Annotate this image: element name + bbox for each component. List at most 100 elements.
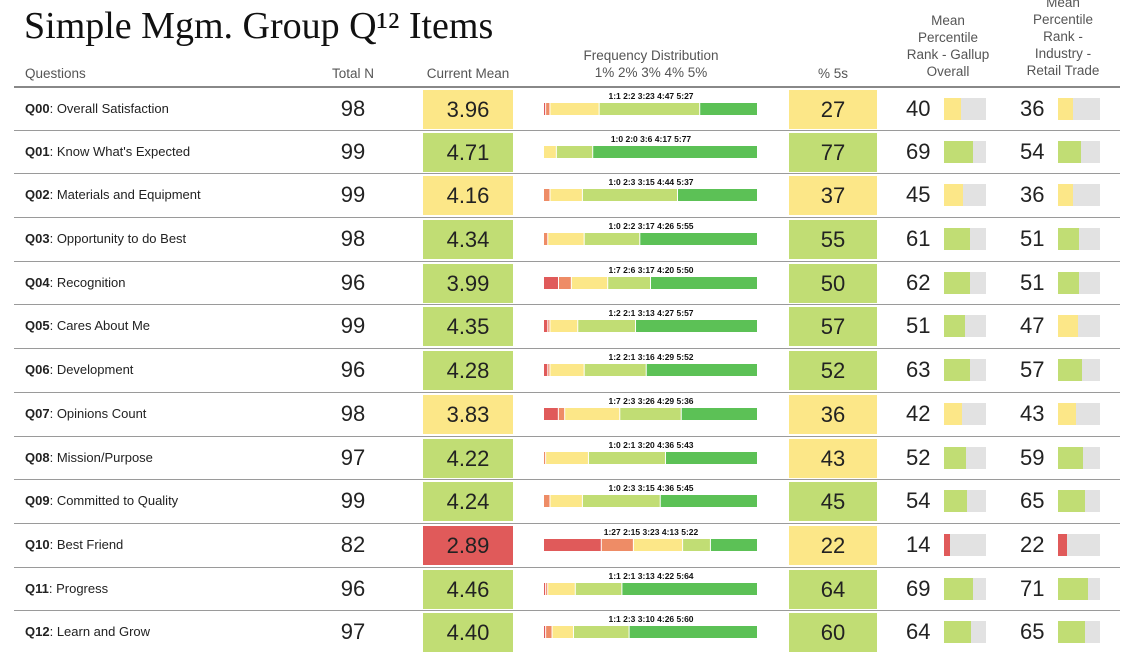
frequency-label: 1:0 2:2 3:17 4:26 5:55 (608, 221, 693, 231)
industry-rank-fill (1058, 402, 1077, 425)
question-name: Progress (56, 580, 109, 596)
gallup-rank-track (944, 621, 986, 644)
question-code: Q12 (25, 624, 50, 640)
current-mean-value: 3.99 (423, 263, 513, 303)
question-name: Best Friend (56, 536, 124, 552)
gallup-rank: 54 (906, 480, 996, 522)
table-row: Q04: Recognition 96 3.99 1:7 2:6 3:17 4:20 … (14, 260, 1120, 305)
industry-rank-fill (1058, 490, 1086, 513)
gallup-rank-fill (944, 315, 966, 338)
pct-5s-value: 52 (789, 351, 877, 391)
frequency-label: 1:2 2:1 3:13 4:27 5:57 (608, 308, 693, 318)
pct-5s-value: 64 (789, 569, 877, 609)
frequency-label: 1:1 2:3 3:10 4:26 5:60 (608, 614, 693, 624)
industry-rank-fill (1058, 140, 1081, 163)
frequency-bar-chart: 1:27 2:15 3:23 4:13 5:22 (544, 527, 757, 551)
frequency-segment-2 (546, 103, 550, 115)
industry-rank-track (1058, 577, 1100, 600)
frequency-segment-4 (599, 103, 700, 115)
table-row: Q01: Know What's Expected 99 4.71 1:0 2:0 3… (14, 129, 1120, 174)
total-n-value: 82 (340, 531, 366, 557)
question-name: Mission/Purpose (56, 449, 153, 465)
question-name: Learn and Grow (56, 624, 151, 640)
question-code: Q00 (25, 101, 50, 116)
total-n-value: 98 (340, 96, 366, 121)
frequency-segment-1 (544, 407, 558, 420)
frequency-distribution: 1:27 2:15 3:23 4:13 5:22 (544, 524, 758, 566)
current-mean-value: 4.71 (423, 132, 513, 172)
question-code: Q11 (25, 580, 49, 596)
frequency-segment-5 (710, 538, 757, 551)
question-name: Recognition (56, 274, 126, 290)
total-n-value: 99 (340, 138, 366, 164)
table-row: Q12: Learn and Grow 97 4.40 1:1 2:3 3:10 4:… (14, 610, 1120, 654)
frequency-segment-1 (544, 582, 546, 595)
gallup-rank: 61 (906, 218, 996, 260)
industry-rank-fill (1058, 98, 1074, 120)
gallup-rank-value: 52 (906, 444, 931, 470)
header-current-mean: Current Mean (426, 66, 510, 81)
gallup-rank-fill (944, 490, 967, 513)
total-n-value: 96 (340, 575, 366, 601)
frequency-segment-3 (633, 538, 683, 551)
page-title: Simple Mgm. Group Q¹² Items (24, 5, 494, 47)
frequency-distribution: 1:1 2:2 3:23 4:47 5:27 (544, 88, 758, 130)
question-label: Q01: Know What's Expected (25, 131, 190, 173)
frequency-segment-3 (550, 364, 584, 377)
gallup-rank-value: 69 (906, 138, 931, 164)
gallup-rank-fill (944, 446, 966, 469)
industry-rank-value: 59 (1020, 444, 1045, 470)
frequency-distribution: 1:2 2:1 3:13 4:27 5:57 (544, 305, 758, 347)
question-code: Q01 (25, 143, 50, 159)
frequency-distribution: 1:7 2:6 3:17 4:20 5:50 (544, 262, 758, 304)
current-mean-value: 2.89 (423, 525, 513, 565)
industry-rank-value: 22 (1020, 531, 1045, 557)
gallup-rank-value: 64 (906, 619, 931, 645)
gallup-rank-value: 61 (906, 226, 931, 252)
question-label: Q08: Mission/Purpose (25, 437, 153, 479)
question-colon: : (49, 274, 57, 290)
question-colon: : (49, 449, 57, 465)
gallup-rank: 52 (906, 437, 996, 479)
frequency-segment-5 (629, 626, 757, 639)
header-industry-line3: Rank - (1043, 29, 1083, 44)
header-gallup-line1: Mean (931, 13, 965, 28)
industry-rank-track (1058, 228, 1100, 251)
header-industry-rank: Mean Percentile Rank - Industry - Retail… (1015, 0, 1111, 79)
gallup-rank-value: 54 (906, 488, 931, 514)
industry-rank-value: 71 (1020, 575, 1045, 601)
table-row: Q08: Mission/Purpose 97 4.22 1:0 2:1 3:20 4… (14, 435, 1120, 480)
question-code: Q04 (25, 274, 50, 290)
frequency-segment-5 (622, 582, 757, 595)
frequency-segment-3 (550, 320, 578, 333)
frequency-segment-5 (665, 451, 757, 464)
frequency-label: 1:2 2:1 3:16 4:29 5:52 (608, 352, 693, 362)
current-mean-value: 4.16 (423, 176, 513, 216)
current-mean-value: 4.34 (423, 220, 513, 260)
industry-rank-value: 65 (1020, 488, 1045, 514)
pct-5s-value: 36 (789, 394, 877, 434)
frequency-bar-chart: 1:0 2:0 3:6 4:17 5:77 (544, 134, 757, 158)
frequency-segment-3 (548, 582, 575, 595)
industry-rank-fill (1058, 533, 1068, 556)
frequency-label: 1:0 2:1 3:20 4:36 5:43 (608, 440, 693, 450)
frequency-segment-2 (558, 407, 565, 420)
frequency-segment-4 (584, 233, 640, 246)
question-name: Overall Satisfaction (56, 101, 169, 116)
gallup-rank: 45 (906, 174, 996, 216)
table-row: Q07: Opinions Count 98 3.83 1:7 2:3 3:26 4:… (14, 391, 1120, 436)
industry-rank-value: 65 (1020, 619, 1045, 645)
gallup-rank-value: 45 (906, 182, 931, 208)
frequency-segment-4 (584, 364, 646, 377)
question-label: Q03: Opportunity to do Best (25, 218, 186, 260)
header-industry-line2: Percentile (1032, 12, 1094, 27)
industry-rank-fill (1058, 577, 1088, 600)
gallup-rank-track (944, 228, 986, 251)
pct-5s-value: 50 (789, 263, 877, 303)
current-mean-value: 4.24 (423, 482, 513, 522)
industry-rank: 57 (1020, 349, 1110, 391)
industry-rank-track (1058, 315, 1100, 338)
industry-rank-value: 51 (1020, 269, 1045, 295)
frequency-distribution: 1:1 2:1 3:13 4:22 5:64 (544, 568, 758, 610)
total-n-value: 99 (340, 182, 366, 208)
